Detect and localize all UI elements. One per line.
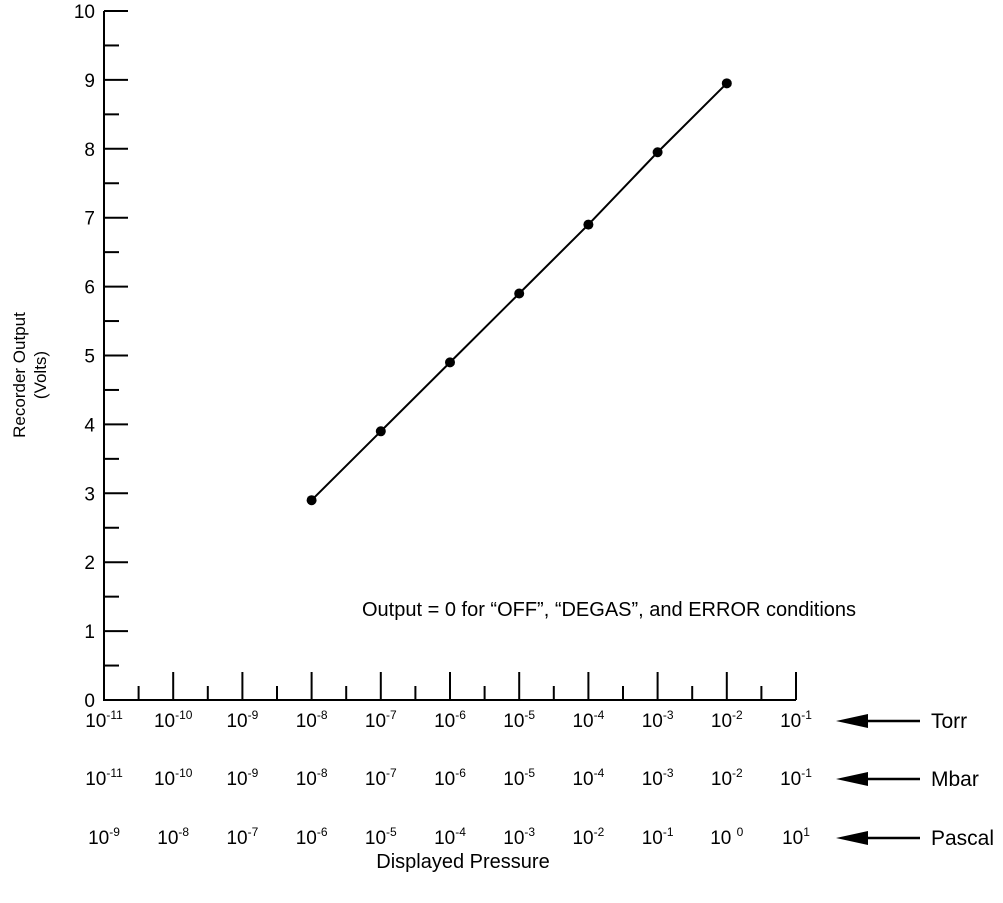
pressure-tick-label: 10-2: [711, 708, 743, 732]
unit-label-pascal: Pascal: [931, 827, 994, 850]
y-tick-label: 5: [84, 347, 95, 368]
y-tick-label: 7: [84, 209, 95, 230]
data-point: [375, 426, 386, 437]
data-point: [445, 357, 455, 368]
pressure-tick-label: 10-10: [154, 766, 193, 790]
pressure-tick-label: 10-11: [85, 708, 123, 732]
pressure-tick-label: 10-1: [780, 708, 812, 732]
pressure-tick-label: 10-6: [434, 708, 466, 732]
y-tick-label: 6: [84, 278, 95, 299]
pressure-tick-label: 10-2: [711, 766, 743, 790]
pressure-tick-label: 10-6: [296, 825, 328, 849]
y-ticks: 0 1 2 3 4 5 6 7 8 9 10: [74, 2, 128, 712]
x-ticks: [137, 672, 797, 700]
pressure-tick-label: 10-5: [503, 766, 535, 790]
y-tick-label: 0: [84, 691, 95, 712]
pressure-tick-label: 10-9: [88, 825, 120, 849]
arrow-head-icon: [836, 714, 868, 728]
data-point: [652, 147, 663, 158]
arrow-head-icon: [836, 772, 868, 786]
pressure-tick-label: 10-4: [434, 825, 466, 849]
pressure-tick-label: 10-8: [157, 825, 189, 849]
pressure-tick-label: 10-10: [154, 708, 193, 732]
pressure-tick-label: 10-2: [572, 825, 604, 849]
pressure-tick-label: 101: [782, 825, 810, 849]
data-point: [583, 219, 594, 230]
pressure-tick-label: 10-11: [85, 766, 123, 790]
pressure-tick-label: 10-4: [572, 708, 604, 732]
pressure-tick-label: 10-7: [226, 825, 258, 849]
y-tick-label: 3: [84, 484, 95, 505]
unit-label-mbar: Mbar: [931, 768, 979, 791]
axes: [103, 11, 796, 701]
pressure-tick-label: 10-6: [434, 766, 466, 790]
y-axis-units: (Volts): [31, 351, 50, 399]
y-tick-label: 8: [84, 140, 95, 161]
y-axis-label: Recorder Output: [10, 312, 29, 438]
y-tick-label: 10: [74, 2, 95, 23]
pressure-scales: 10-11 10-10 10-9 10-8 10-7 10-6 10-5 10-4 10-3 10…: [85, 708, 994, 850]
data-point: [721, 78, 732, 89]
data-series: [306, 78, 732, 506]
pressure-tick-label: 10-7: [365, 766, 397, 790]
pressure-tick-label: 10-3: [642, 766, 674, 790]
pressure-tick-label: 10-5: [365, 825, 397, 849]
pressure-tick-label: 10-5: [503, 708, 535, 732]
annotation: Output = 0 for “OFF”, “DEGAS”, and ERROR…: [362, 599, 856, 621]
arrow-head-icon: [836, 831, 868, 845]
unit-label-torr: Torr: [931, 710, 967, 733]
data-point: [514, 288, 525, 299]
y-tick-label: 9: [84, 71, 95, 92]
y-tick-label: 2: [84, 553, 95, 574]
pressure-tick-label: 10-9: [226, 766, 258, 790]
y-tick-label: 1: [84, 622, 95, 643]
pressure-tick-label: 10-7: [365, 708, 397, 732]
pressure-tick-label: 10-1: [642, 825, 674, 849]
pressure-tick-label: 10-8: [296, 708, 328, 732]
x-axis-label: Displayed Pressure: [376, 851, 549, 873]
data-point: [306, 495, 317, 506]
pressure-tick-label: 10-9: [226, 708, 258, 732]
pressure-tick-label: 10 0: [710, 825, 743, 849]
pressure-tick-label: 10-4: [572, 766, 604, 790]
pressure-tick-label: 10-3: [642, 708, 674, 732]
y-tick-label: 4: [84, 415, 95, 436]
pressure-tick-label: 10-3: [503, 825, 535, 849]
pressure-tick-label: 10-1: [780, 766, 812, 790]
pressure-tick-label: 10-8: [296, 766, 328, 790]
